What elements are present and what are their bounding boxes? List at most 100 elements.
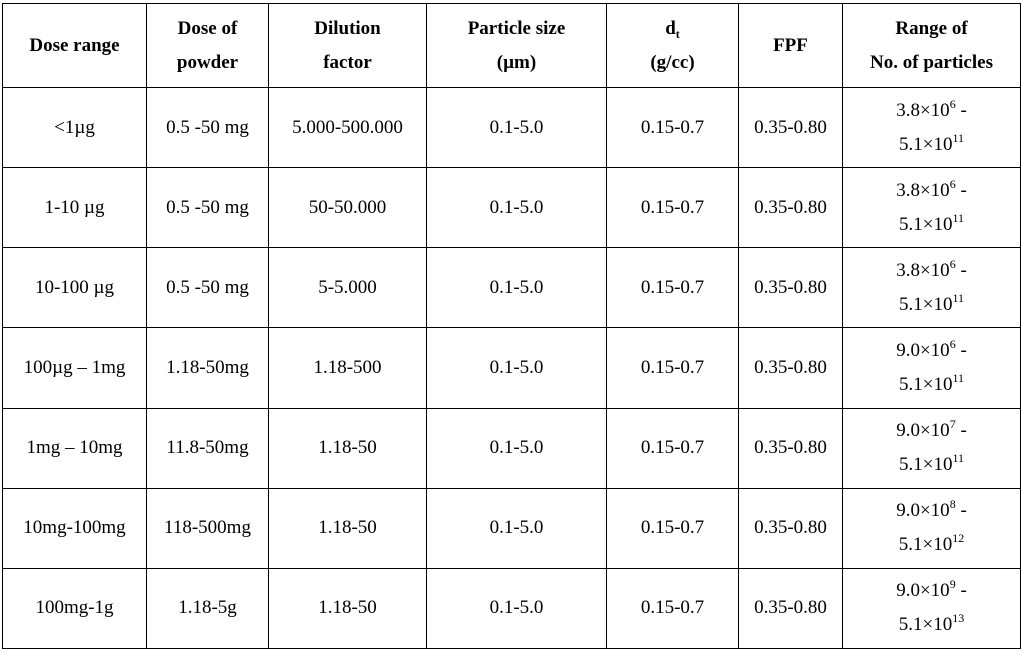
particle-range-low-exp: 9	[949, 577, 956, 592]
cell-dt: 0.15-0.7	[606, 327, 739, 409]
cell-particle-size: 0.1-5.0	[426, 567, 607, 650]
cell-dose-of-powder: 0.5 -50 mg	[146, 86, 269, 169]
particle-range-high-base: 5.1×10	[898, 293, 953, 315]
particle-range-low: 9.0×108 -	[896, 497, 967, 522]
cell-particle-range: 3.8×106 - 5.1×1011	[842, 167, 1021, 249]
header-particle-size-line1: Particle size	[467, 17, 566, 39]
cell-dilution-factor: 1.18-50	[268, 407, 427, 489]
particle-range-low-base: 9.0×10	[896, 580, 950, 602]
particle-range-high-exp: 11	[952, 210, 965, 225]
cell-dilution-factor: 5.000-500.000	[268, 86, 427, 169]
particle-range-low-exp: 6	[949, 256, 956, 271]
table-row: 100mg-1g 1.18-5g 1.18-50 0.1-5.0 0.15-0.…	[2, 567, 1021, 650]
table-row: 1mg – 10mg 11.8-50mg 1.18-50 0.1-5.0 0.1…	[2, 407, 1021, 489]
cell-dilution-factor: 1.18-50	[268, 567, 427, 650]
cell-particle-range: 3.8×106 - 5.1×1011	[842, 247, 1021, 329]
cell-fpf: 0.35-0.80	[738, 487, 843, 569]
cell-dilution-factor: 5-5.000	[268, 247, 427, 329]
header-range-of-particles: Range of No. of particles	[842, 3, 1021, 88]
table-row: 10mg-100mg 118-500mg 1.18-50 0.1-5.0 0.1…	[2, 487, 1021, 569]
cell-dt: 0.15-0.7	[606, 487, 739, 569]
cell-particle-range: 9.0×106 - 5.1×1011	[842, 327, 1021, 409]
cell-dose-range: 1mg – 10mg	[2, 407, 147, 489]
cell-particle-range: 9.0×108 - 5.1×1012	[842, 487, 1021, 569]
header-dilution-factor: Dilution factor	[268, 3, 427, 88]
cell-dose-range: 100µg – 1mg	[2, 327, 147, 409]
particle-range-low: 3.8×106 -	[896, 176, 967, 201]
particle-range-low-base: 3.8×10	[896, 259, 950, 281]
cell-dose-of-powder: 1.18-5g	[146, 567, 269, 650]
cell-fpf: 0.35-0.80	[738, 86, 843, 169]
header-range-of-particles-line2: No. of particles	[870, 51, 993, 73]
particle-range-low: 3.8×106 -	[896, 256, 967, 281]
cell-dose-range: 10-100 µg	[2, 247, 147, 329]
table-row: <1µg 0.5 -50 mg 5.000-500.000 0.1-5.0 0.…	[2, 86, 1021, 169]
cell-dt: 0.15-0.7	[606, 407, 739, 489]
particle-range-high-base: 5.1×10	[898, 614, 953, 636]
table-body: <1µg 0.5 -50 mg 5.000-500.000 0.1-5.0 0.…	[2, 86, 1021, 650]
header-dt-line1: dt	[609, 12, 736, 46]
header-dt-base: d	[665, 17, 676, 39]
particle-range-low-base: 9.0×10	[896, 500, 950, 522]
cell-particle-range: 3.8×106 - 5.1×1011	[842, 86, 1021, 169]
header-dilution-factor-line1: Dilution	[314, 17, 381, 39]
particle-range-low-base: 3.8×10	[896, 99, 950, 121]
header-dt: dt (g/cc)	[606, 3, 739, 88]
cell-particle-size: 0.1-5.0	[426, 247, 607, 329]
table-header: Dose range Dose of powder Dilution facto…	[2, 3, 1021, 88]
header-dose-range: Dose range	[2, 3, 147, 88]
header-dose-range-label: Dose range	[29, 34, 120, 56]
cell-dt: 0.15-0.7	[606, 247, 739, 329]
cell-particle-range: 9.0×107 - 5.1×1011	[842, 407, 1021, 489]
header-dt-sub: t	[675, 26, 680, 41]
particle-range-low: 3.8×106 -	[896, 96, 967, 121]
cell-dose-of-powder: 11.8-50mg	[146, 407, 269, 489]
particle-range-low-exp: 8	[949, 497, 956, 512]
particle-range-high: 5.1×1011	[845, 368, 1018, 402]
particle-range-high-exp: 11	[952, 370, 965, 385]
cell-dose-range: <1µg	[2, 86, 147, 169]
cell-particle-size: 0.1-5.0	[426, 86, 607, 169]
cell-particle-size: 0.1-5.0	[426, 487, 607, 569]
cell-dose-of-powder: 0.5 -50 mg	[146, 247, 269, 329]
header-row: Dose range Dose of powder Dilution facto…	[2, 3, 1021, 88]
cell-particle-size: 0.1-5.0	[426, 327, 607, 409]
table-row: 100µg – 1mg 1.18-50mg 1.18-500 0.1-5.0 0…	[2, 327, 1021, 409]
header-fpf: FPF	[738, 3, 843, 88]
particle-range-low-exp: 7	[949, 417, 956, 432]
cell-particle-range: 9.0×109 - 5.1×1013	[842, 567, 1021, 650]
header-dt-line2: (g/cc)	[650, 51, 695, 73]
cell-dose-of-powder: 0.5 -50 mg	[146, 167, 269, 249]
particle-range-high-exp: 11	[952, 130, 965, 145]
cell-dt: 0.15-0.7	[606, 567, 739, 650]
header-dose-of-powder-line2: powder	[176, 51, 239, 73]
table-row: 1-10 µg 0.5 -50 mg 50-50.000 0.1-5.0 0.1…	[2, 167, 1021, 249]
particle-range-low: 9.0×106 -	[896, 336, 967, 361]
particle-range-high: 5.1×1012	[845, 528, 1018, 562]
particle-range-high: 5.1×1013	[845, 608, 1018, 642]
cell-dose-of-powder: 118-500mg	[146, 487, 269, 569]
particle-range-high-exp: 12	[952, 531, 965, 546]
header-dilution-factor-line2: factor	[323, 51, 372, 73]
cell-fpf: 0.35-0.80	[738, 567, 843, 650]
particle-range-low-base: 9.0×10	[896, 420, 950, 442]
cell-dt: 0.15-0.7	[606, 86, 739, 169]
cell-dt: 0.15-0.7	[606, 167, 739, 249]
particle-range-high: 5.1×1011	[845, 208, 1018, 242]
particle-range-high-base: 5.1×10	[898, 454, 953, 476]
table-row: 10-100 µg 0.5 -50 mg 5-5.000 0.1-5.0 0.1…	[2, 247, 1021, 329]
cell-fpf: 0.35-0.80	[738, 167, 843, 249]
particle-range-high-base: 5.1×10	[898, 373, 953, 395]
cell-particle-size: 0.1-5.0	[426, 407, 607, 489]
cell-dose-range: 100mg-1g	[2, 567, 147, 650]
particle-range-low: 9.0×109 -	[896, 577, 967, 602]
particle-range-low-exp: 6	[949, 336, 956, 351]
particle-range-low-exp: 6	[949, 176, 956, 191]
header-dose-of-powder-line1: Dose of	[177, 17, 238, 39]
particle-range-high: 5.1×1011	[845, 128, 1018, 162]
cell-fpf: 0.35-0.80	[738, 327, 843, 409]
particle-range-low: 9.0×107 -	[896, 417, 967, 442]
header-range-of-particles-line1: Range of	[895, 17, 968, 39]
header-particle-size-line2: (µm)	[496, 51, 537, 73]
particle-range-high-exp: 11	[952, 451, 965, 466]
